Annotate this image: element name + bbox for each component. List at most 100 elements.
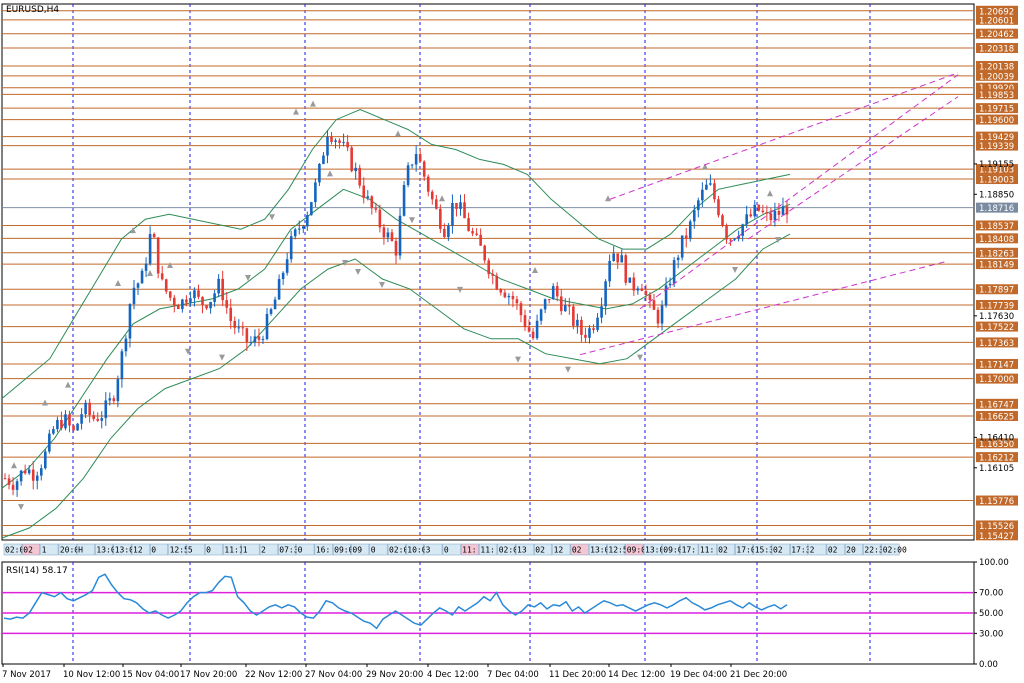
level-label-bg-10 (976, 131, 1018, 142)
chart-title: EURUSD,H4 (6, 5, 59, 15)
timeline-tag-bg-20 (369, 543, 388, 556)
candle-body-174 (705, 184, 708, 190)
timeline-tag-bg-19 (351, 543, 370, 556)
timeline-tag-bg-36 (662, 543, 681, 556)
current-price-label-bg (976, 202, 1018, 213)
candle-body-121 (491, 274, 495, 276)
fractal-marker-30 (775, 237, 781, 244)
price-tick-label-4: 1.16105 (979, 464, 1014, 474)
candle-body-60 (245, 328, 249, 343)
candle-body-98 (398, 215, 402, 256)
timeline-tag-45: 02 (828, 546, 838, 555)
level-label-bg-26 (976, 438, 1018, 449)
timeline-tag-bg-27 (497, 543, 516, 556)
candle-body-110 (447, 225, 450, 238)
level-label-24: 1.16747 (979, 400, 1014, 410)
candle-body-79 (322, 155, 325, 164)
candle-body-75 (306, 215, 309, 227)
candle-body-55 (225, 300, 229, 308)
candle-body-30 (124, 338, 128, 352)
level-label-bg-21 (976, 337, 1018, 348)
timeline-tag-bg-37 (680, 543, 699, 556)
candle-body-80 (326, 136, 329, 156)
timeline-tag-bg-2 (40, 543, 59, 556)
timeline-tag-bg-14 (259, 543, 278, 556)
fractal-marker-9 (219, 354, 225, 361)
candle-body-153 (620, 255, 624, 263)
timeline-tag-bg-11 (204, 543, 223, 556)
candle-body-58 (237, 327, 241, 329)
timeline-tag-bg-5 (95, 543, 114, 556)
candle-body-28 (116, 379, 120, 402)
candle-body-68 (277, 279, 281, 300)
timeline-tag-bg-12 (223, 543, 242, 556)
fractal-marker-12 (293, 108, 299, 115)
candle-body-52 (213, 293, 216, 302)
candle-body-89 (362, 185, 366, 198)
timeline-tag-29: 02 (535, 546, 545, 555)
timeline-tag-38: 11: (700, 546, 714, 555)
timeline-tag-bg-39 (716, 543, 735, 556)
rsi-tick-label-2: 50.00 (979, 609, 1003, 619)
rsi-tick-label-1: 70.00 (979, 589, 1003, 599)
candle-body-46 (189, 298, 192, 303)
timeline-tag-bg-22 (406, 543, 425, 556)
candle-body-193 (781, 206, 785, 215)
candle-body-180 (729, 239, 732, 241)
level-label-bg-5 (976, 70, 1018, 81)
level-label-bg-20 (976, 321, 1018, 332)
timeline-tag-32: 13:0 (590, 546, 609, 555)
fractal-marker-20 (439, 195, 445, 202)
candle-body-61 (249, 341, 253, 343)
candle-body-87 (354, 167, 357, 172)
candle-body-37 (152, 233, 156, 238)
fractal-marker-3 (65, 381, 71, 388)
rsi-title: RSI(14) 58.17 (6, 566, 68, 576)
timeline-tag-bg-26 (479, 543, 498, 556)
timeline-tag-9: 12:57 (170, 546, 194, 555)
level-label-4: 1.20138 (979, 62, 1014, 72)
candle-body-115 (467, 218, 470, 232)
timeline-tag-bg-6 (113, 543, 132, 556)
timeline-tag-26: 11: (480, 546, 494, 555)
candle-body-140 (568, 305, 571, 307)
candle-body-145 (588, 328, 591, 338)
candle-body-175 (709, 183, 712, 185)
candle-body-155 (628, 277, 632, 283)
fractal-marker-15 (342, 260, 348, 267)
candle-body-137 (555, 286, 559, 297)
timeline-tag-bg-25 (460, 543, 479, 556)
timeline-tag-25: 11: (462, 546, 476, 555)
candle-body-86 (350, 147, 353, 172)
trendline-3 (747, 96, 959, 240)
candle-body-16 (68, 414, 71, 426)
timeline-tag-bg-15 (278, 543, 297, 556)
candle-body-166 (672, 260, 676, 284)
x-axis-label-8: 7 Dec 04:00 (487, 670, 539, 680)
candle-body-20 (84, 402, 87, 415)
timeline-tag-bg-35 (643, 543, 662, 556)
candle-body-104 (422, 161, 426, 177)
x-axis-label-1: 10 Nov 12:00 (63, 670, 120, 680)
candle-body-132 (535, 320, 539, 339)
fractal-marker-11 (269, 214, 275, 221)
timeline-tag-bg-18 (332, 543, 351, 556)
timeline-tag-bg-28 (515, 543, 534, 556)
timeline-tag-bg-30 (552, 543, 571, 556)
level-label-14: 1.18537 (979, 222, 1014, 232)
timeline-tag-47: 22:30 (864, 546, 888, 555)
timeline-tag-48: 02:00 (883, 546, 907, 555)
fractal-marker-21 (457, 286, 463, 293)
candle-body-94 (382, 227, 386, 238)
candle-body-164 (664, 285, 668, 306)
candle-body-25 (104, 400, 108, 419)
level-label-16: 1.18263 (979, 249, 1014, 259)
candle-body-171 (692, 210, 696, 222)
fractal-marker-18 (395, 130, 401, 137)
timeline-tag-1: 02 (23, 546, 33, 555)
rsi-tick-label-4: 0.00 (979, 660, 998, 670)
timeline-tag-bg-33 (607, 543, 626, 556)
timeline-tag-41: 15:3 (755, 546, 774, 555)
fractal-marker-19 (409, 217, 415, 224)
timeline-tag-bg-1 (22, 543, 41, 556)
